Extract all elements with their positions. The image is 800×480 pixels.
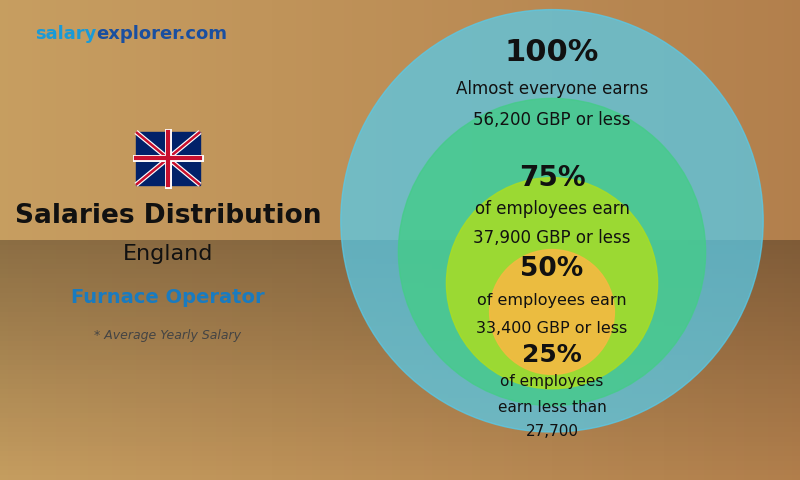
Text: Furnace Operator: Furnace Operator — [71, 288, 265, 307]
Text: 37,900 GBP or less: 37,900 GBP or less — [474, 228, 630, 247]
Circle shape — [490, 250, 614, 374]
Text: of employees earn: of employees earn — [477, 292, 627, 308]
Text: earn less than: earn less than — [498, 400, 606, 416]
Text: * Average Yearly Salary: * Average Yearly Salary — [94, 329, 242, 343]
Text: of employees earn: of employees earn — [474, 200, 630, 218]
Text: 75%: 75% — [518, 164, 586, 192]
Circle shape — [446, 178, 658, 389]
Text: 27,700: 27,700 — [526, 424, 578, 440]
Circle shape — [398, 98, 706, 406]
Text: 50%: 50% — [520, 256, 584, 282]
Text: explorer.com: explorer.com — [96, 24, 227, 43]
Text: of employees: of employees — [500, 374, 604, 389]
Text: Almost everyone earns: Almost everyone earns — [456, 80, 648, 98]
Text: 25%: 25% — [522, 343, 582, 367]
Circle shape — [341, 10, 763, 432]
Text: 100%: 100% — [505, 38, 599, 67]
Text: 56,200 GBP or less: 56,200 GBP or less — [474, 111, 630, 129]
Bar — [136, 132, 200, 185]
Text: salary: salary — [34, 24, 96, 43]
Text: Salaries Distribution: Salaries Distribution — [14, 203, 322, 229]
Text: 33,400 GBP or less: 33,400 GBP or less — [476, 321, 628, 336]
Text: England: England — [123, 244, 213, 264]
